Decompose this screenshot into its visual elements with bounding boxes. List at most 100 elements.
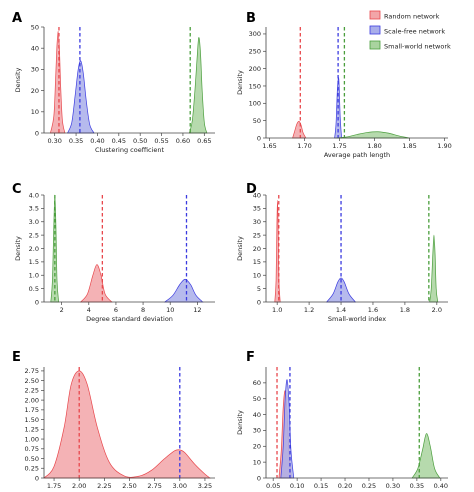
x-tick-label: 2.0 xyxy=(432,306,442,314)
y-tick-label: 0 xyxy=(257,474,261,482)
x-axis-label: Small-world index xyxy=(328,315,386,323)
x-axis-label: Clustering coefficient xyxy=(95,146,165,154)
density-area-random xyxy=(49,30,66,134)
x-tick-label: 0.45 xyxy=(112,137,126,145)
y-tick-label: 250 xyxy=(249,48,261,56)
y-tick-label: 50 xyxy=(31,23,39,31)
density-area-random xyxy=(292,121,307,139)
x-tick-label: 1.80 xyxy=(367,142,381,150)
y-tick-label: 1.00 xyxy=(25,435,39,443)
y-tick-label: 0.75 xyxy=(25,445,39,453)
x-tick-label: 0.20 xyxy=(338,482,352,490)
y-tick-label: 60 xyxy=(253,379,261,387)
x-tick-label: 1.75 xyxy=(332,142,346,150)
y-tick-label: 2.25 xyxy=(25,387,39,395)
density-area-scalefree xyxy=(66,60,95,134)
y-tick-label: 2.50 xyxy=(25,377,39,385)
y-tick-label: 20 xyxy=(31,87,39,95)
y-axis-label: Density xyxy=(236,70,244,95)
panel-label: D xyxy=(246,182,257,197)
y-tick-label: 2.75 xyxy=(25,367,39,375)
y-tick-label: 5 xyxy=(257,285,261,293)
x-tick-label: 0.40 xyxy=(90,137,104,145)
y-axis-label: Density xyxy=(14,236,22,261)
density-area-smallworld xyxy=(429,234,439,303)
x-axis-label: Degree standard deviation xyxy=(86,315,173,323)
x-tick-label: 0.60 xyxy=(176,137,190,145)
x-tick-label: 1.65 xyxy=(262,142,276,150)
y-tick-label: 40 xyxy=(31,45,39,53)
x-tick-label: 1.85 xyxy=(402,142,416,150)
legend-label: Random network xyxy=(384,13,440,21)
y-tick-label: 3.0 xyxy=(29,218,39,226)
legend: Random network Scale-free network Small-wo… xyxy=(369,10,451,51)
panel-label: A xyxy=(12,11,22,26)
y-tick-label: 2.00 xyxy=(25,396,39,404)
panel-a: A 0.30 0.35 0.40 0.45 0.50 0.55 0.60 0.65 0 10 20 30… xyxy=(12,11,215,154)
y-tick-label: 50 xyxy=(253,395,261,403)
y-tick-label: 0 xyxy=(257,298,261,306)
y-tick-label: 0.25 xyxy=(25,465,39,473)
panel-e: E1.75 2.00 2.25 2.50 2.75 3.00 3.2500.250.500.… xyxy=(12,350,215,492)
y-axis-label: Density xyxy=(236,236,244,261)
y-tick-label: 50 xyxy=(253,117,261,125)
density-area-random xyxy=(43,370,211,479)
y-tick-label: 10 xyxy=(253,458,261,466)
panel-label: E xyxy=(12,350,21,365)
y-tick-label: 3.5 xyxy=(29,205,39,213)
panel-d: D 1.0 1.2 1.4 1.6 1.8 2.0 0 5 10 15 20 25 30 35 40 Small… xyxy=(236,182,448,323)
x-tick-label: 0.30 xyxy=(47,137,61,145)
y-tick-label: 0 xyxy=(35,298,39,306)
x-tick-label: 1.75 xyxy=(47,482,61,490)
density-area-smallworld xyxy=(411,433,441,479)
y-tick-label: 0 xyxy=(35,474,39,482)
y-axis-label: Density xyxy=(236,410,244,435)
x-tick-label: 1.70 xyxy=(297,142,311,150)
y-tick-label: 0.5 xyxy=(29,285,39,293)
x-tick-label: 2.00 xyxy=(72,482,86,490)
y-tick-label: 30 xyxy=(253,427,261,435)
x-tick-label: 2.25 xyxy=(97,482,111,490)
x-tick-label: 3.00 xyxy=(173,482,187,490)
y-tick-label: 2.5 xyxy=(29,231,39,239)
legend-swatch xyxy=(369,40,381,50)
density-area-smallworld xyxy=(188,37,208,134)
y-tick-label: 1.25 xyxy=(25,426,39,434)
density-area-smallworld xyxy=(335,131,410,139)
y-tick-label: 150 xyxy=(249,82,261,90)
x-axis-label: Average path length xyxy=(324,151,390,159)
x-tick-label: 0.35 xyxy=(410,482,424,490)
x-tick-label: 3.25 xyxy=(198,482,212,490)
panel-label: F xyxy=(246,350,255,365)
y-tick-label: 4.0 xyxy=(29,191,39,199)
y-tick-label: 0.50 xyxy=(25,455,39,463)
y-tick-label: 0 xyxy=(35,129,39,137)
panel-b: B 1.65 1.70 1.75 1.80 1.85 1.90 0 50 100 150 200 250… xyxy=(236,11,452,159)
y-tick-label: 40 xyxy=(253,191,261,199)
density-area-scalefree xyxy=(163,278,204,303)
x-tick-label: 1.0 xyxy=(272,306,282,314)
legend-swatch xyxy=(369,25,381,35)
x-tick-label: 12 xyxy=(193,306,201,314)
y-tick-label: 35 xyxy=(253,205,261,213)
y-tick-label: 25 xyxy=(253,231,261,239)
y-tick-label: 0 xyxy=(257,134,261,142)
density-area-scalefree xyxy=(325,277,357,303)
x-tick-label: 0.40 xyxy=(434,482,448,490)
panel-c: C 2 4 6 8 10 12 0 0.5 1.0 1.5 2.0 2.5 3.0 3.5 4.0 Degree… xyxy=(12,182,215,323)
panel-label: C xyxy=(12,182,22,197)
x-tick-label: 1.90 xyxy=(437,142,451,150)
x-tick-label: 1.8 xyxy=(400,306,410,314)
x-tick-label: 10 xyxy=(166,306,174,314)
panel-label: B xyxy=(246,11,256,26)
x-tick-label: 0.30 xyxy=(386,482,400,490)
x-tick-label: 0.25 xyxy=(362,482,376,490)
density-area-random xyxy=(79,264,113,303)
x-tick-label: 6 xyxy=(114,306,118,314)
x-tick-label: 8 xyxy=(141,306,145,314)
x-tick-label: 1.6 xyxy=(368,306,378,314)
y-tick-label: 1.0 xyxy=(29,272,39,280)
legend-label: Small-world network xyxy=(384,43,451,51)
x-tick-label: 0.65 xyxy=(197,137,211,145)
